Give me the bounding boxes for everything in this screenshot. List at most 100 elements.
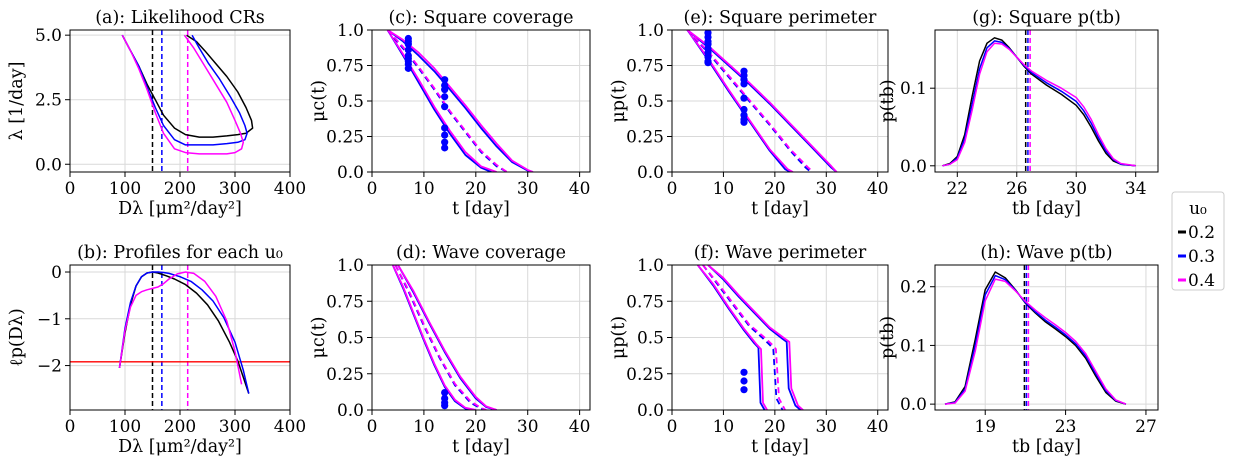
legend-entries: 0.2 0.3 0.4 [1178,223,1215,291]
series-line [686,30,814,172]
series-line [942,42,1136,167]
x-axis-label: tb [day] [1012,437,1081,457]
x-axis-label: Dλ [μm²/day²] [118,437,242,457]
x-tick-label: 23 [1055,417,1077,437]
series-line [944,274,1127,405]
series-line [397,265,497,410]
y-tick-label: 1.0 [337,256,364,276]
series-line [697,265,768,410]
series-line [686,30,838,172]
panel-title: (g): Square p(tb) [972,8,1121,28]
y-tick-label: 0.0 [900,157,927,177]
data-point [441,76,449,84]
y-tick-label: −2 [37,357,62,377]
x-tick-label: 34 [1125,179,1147,199]
data-point [740,118,748,126]
panel-title: (c): Square coverage [388,8,573,28]
y-tick-label: 0.0 [900,395,927,415]
series-line [118,271,243,385]
x-axis-label: t [day] [452,437,510,457]
series-line [394,265,487,410]
x-tick-label: 40 [569,417,591,437]
data-point [441,131,449,139]
axes-frame [934,29,1159,173]
panel-title: (e): Square perimeter [684,8,878,28]
x-axis-label: t [day] [751,199,809,219]
x-axis-label: t [day] [751,437,809,457]
legend-entry-label: 0.4 [1188,271,1215,291]
data-point [441,86,449,94]
y-tick-label: 0.5 [637,92,664,112]
y-tick-label: 0.25 [326,128,364,148]
panel-f: 0 10 20 30 40 0.0 0.25 0.5 0.75 1.0 (f): Wave peri… [609,243,889,457]
x-tick-label: 10 [413,417,435,437]
plot-area [391,265,497,410]
data-point [441,144,449,152]
series-line [944,278,1127,405]
panel-title: (h): Wave p(tb) [980,243,1112,263]
y-axis-label: λ [1/day] [7,62,27,141]
series-line [707,265,804,410]
x-tick-label: 20 [465,179,487,199]
y-tick-label: 0.0 [337,163,364,183]
y-tick-label: 0.75 [626,292,664,312]
x-tick-label: 400 [274,417,306,437]
y-tick-label: 0.5 [337,329,364,349]
legend: u₀ 0.2 0.3 0.4 [1171,191,1225,291]
data-point [740,80,748,88]
data-point [441,103,449,111]
x-tick-label: 40 [867,417,889,437]
panel-e: 0 10 20 30 40 0.0 0.25 0.5 0.75 1.0 (e): Square pe… [609,8,889,219]
y-tick-label: 0.5 [637,329,664,349]
x-tick-label: 100 [109,417,141,437]
x-tick-label: 10 [713,417,735,437]
plot-area [696,265,804,410]
x-tick-label: 20 [764,417,786,437]
y-axis-label: μc(t) [309,80,329,122]
x-tick-label: 300 [219,179,251,199]
y-axis-label: p(tb) [878,316,898,359]
y-tick-label: 0.0 [35,155,62,175]
x-tick-label: 20 [465,417,487,437]
x-tick-label: 0 [667,417,678,437]
x-tick-label: 30 [815,417,837,437]
x-tick-label: 19 [974,417,996,437]
plot-area [121,30,254,172]
legend-frame [1171,191,1225,291]
y-axis-label: μp(t) [609,79,629,122]
x-tick-label: 100 [109,179,141,199]
series-line [942,37,1136,167]
y-axis-label: μp(t) [609,316,629,359]
legend-entry-label: 0.2 [1188,223,1215,243]
data-point [740,94,748,102]
data-point [441,389,449,397]
x-tick-label: 10 [713,179,735,199]
y-tick-label: 0.0 [337,401,364,421]
y-tick-label: 0.25 [326,365,364,385]
y-tick-label: 0.75 [326,57,364,77]
panel-c: 0 10 20 30 40 0.0 0.25 0.5 0.75 1.0 (c): Square co… [309,8,591,219]
x-tick-label: 0 [667,179,678,199]
plot-area [944,265,1127,410]
y-tick-label: 0 [51,263,62,283]
y-tick-label: 1.0 [637,256,664,276]
axes-frame [934,264,1159,411]
panel-g: 22 26 30 34 0.0 0.1 (g): Square p(tb) tb [day] p… [878,8,1159,219]
y-tick-label: 0.1 [900,79,927,99]
series-line [944,271,1127,405]
y-tick-label: 0.75 [626,57,664,77]
x-tick-label: 40 [867,179,889,199]
data-point [404,46,412,54]
y-tick-label: 0.5 [337,92,364,112]
x-tick-label: 0 [65,179,76,199]
panel-b: 0 100 200 300 400 0 −1 −2 (b): Profiles for each… [7,243,306,457]
series-line [702,265,786,410]
x-tick-label: 200 [164,417,196,437]
y-tick-label: 0.2 [900,278,927,298]
y-axis-label: μc(t) [309,317,329,359]
y-tick-label: 5.0 [35,26,62,46]
y-axis-label: p(tb) [878,79,898,122]
x-tick-label: 30 [1065,179,1087,199]
